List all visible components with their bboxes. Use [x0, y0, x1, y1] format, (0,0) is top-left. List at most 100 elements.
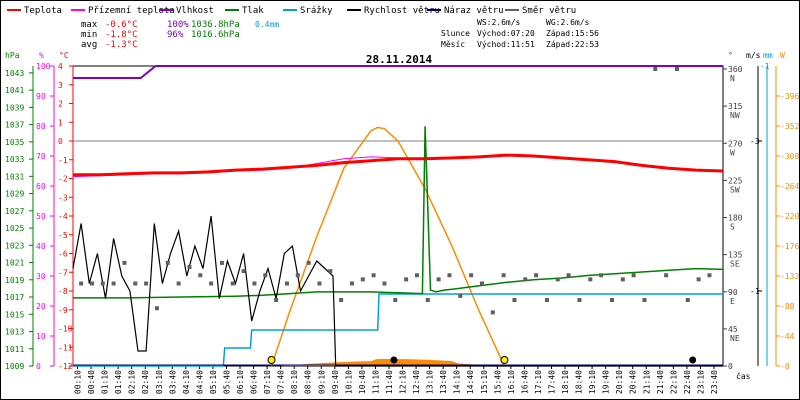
x-tick-label: 13:40	[439, 370, 448, 394]
stat-max-rain: 0.4mm	[255, 20, 279, 29]
x-tick-label: 00:40	[87, 370, 96, 394]
solar-line	[270, 126, 506, 367]
celsius-tick-label: -3	[58, 193, 68, 202]
hpa-tick-label: 1031	[5, 172, 24, 181]
wind-direction-dot	[144, 281, 149, 286]
moon-label: Měsíc	[441, 40, 465, 49]
wind-direction-dot	[534, 273, 539, 278]
sun-marker	[500, 356, 509, 364]
stat-min-temp: -1.8°C	[105, 30, 138, 40]
celsius-tick-label: -9	[58, 306, 68, 315]
solar-area	[278, 359, 496, 366]
sun-marker	[267, 356, 276, 364]
wind-direction-dot	[100, 281, 105, 286]
solar-tick-label: -352	[780, 122, 799, 131]
direction-compass-label: SW	[730, 185, 740, 194]
x-tick-label: 00:10	[74, 370, 83, 394]
x-tick-label: 15:40	[493, 370, 502, 394]
solar-tick-label: -396	[780, 92, 799, 101]
wind-direction-dot	[187, 265, 192, 269]
x-tick-label: 23:40	[710, 370, 719, 394]
wind-direction-dot	[89, 281, 94, 286]
x-tick-label: 08:10	[290, 370, 299, 394]
wind-direction-dot	[209, 281, 214, 286]
hpa-tick-label: 1017	[5, 293, 24, 302]
celsius-tick-label: 2	[58, 100, 63, 109]
wind-direction-dot	[328, 269, 333, 274]
celsius-axis-label: °C	[59, 51, 69, 60]
x-tick-label: 16:40	[520, 370, 529, 394]
wind-direction-dot	[284, 281, 289, 286]
wind-direction-dot	[555, 277, 560, 282]
x-tick-label: 10:10	[344, 370, 353, 394]
wind-direction-dot	[393, 298, 398, 302]
x-tick-label: 03:40	[168, 370, 177, 394]
wind-direction-dot	[414, 273, 419, 278]
direction-compass-label: S	[730, 223, 735, 232]
wind-direction-dot	[425, 298, 430, 302]
direction-tick-label: 0	[728, 362, 733, 371]
x-tick-label: 12:10	[399, 370, 408, 394]
x-tick-label: 09:40	[331, 370, 340, 394]
celsius-tick-label: -10	[58, 325, 73, 334]
x-tick-label: 04:10	[182, 370, 191, 394]
x-tick-label: 09:10	[317, 370, 326, 394]
solar-tick-label: -220	[780, 212, 799, 221]
solar-tick-label: -132	[780, 272, 799, 281]
direction-compass-label: NE	[730, 334, 740, 343]
hpa-tick-label: 1013	[5, 328, 24, 337]
wind-direction-dot	[664, 273, 669, 278]
celsius-tick-label: -7	[58, 268, 68, 277]
sunrise: Východ:07:20	[477, 29, 535, 38]
celsius-tick-label: -6	[58, 250, 68, 259]
stat-min-hum: 96%	[167, 30, 184, 40]
x-tick-label: 21:10	[642, 370, 651, 394]
wind-direction-dot	[696, 277, 701, 282]
wind-direction-dot	[566, 273, 571, 278]
hpa-tick-label: 1025	[5, 224, 24, 233]
wind-direction-dot	[588, 277, 593, 282]
x-tick-label: 06:10	[236, 370, 245, 394]
hpa-tick-label: 1009	[5, 362, 24, 371]
direction-tick-label: 315	[728, 102, 743, 111]
solar-axis-label: W	[780, 51, 785, 60]
x-tick-label: 21:40	[656, 370, 665, 394]
x-tick-label: 18:40	[575, 370, 584, 394]
wind-direction-dot	[404, 277, 409, 282]
wind-direction-dot	[609, 298, 614, 302]
x-tick-label: 04:40	[195, 370, 204, 394]
wind-direction-dot	[653, 67, 658, 71]
celsius-tick-label: -4	[58, 212, 68, 221]
hpa-tick-label: 1041	[5, 86, 24, 95]
wind-direction-dot	[458, 293, 463, 298]
hpa-tick-label: 1011	[5, 345, 24, 354]
stat-max-temp: -0.6°C	[105, 20, 138, 30]
percent-tick-label: 40	[36, 242, 46, 251]
hpa-tick-label: 1033	[5, 155, 24, 164]
direction-compass-label: E	[730, 297, 735, 306]
legend-label: Tlak	[242, 6, 264, 16]
wind-direction-dot	[685, 298, 690, 302]
x-tick-label: 23:10	[696, 370, 705, 394]
wind-direction-dot	[447, 273, 452, 278]
percent-tick-label: 90	[36, 92, 46, 101]
wind-speed-info: WS:2.6m/s	[477, 18, 521, 27]
wind-direction-dot	[165, 260, 170, 265]
celsius-tick-label: -8	[58, 287, 68, 296]
hpa-tick-label: 1015	[5, 310, 24, 319]
hpa-tick-label: 1019	[5, 276, 24, 285]
solar-tick-label: -308	[780, 152, 799, 161]
wind-direction-dot	[154, 306, 159, 311]
wind-direction-dot	[176, 281, 181, 286]
x-tick-label: 22:10	[669, 370, 678, 394]
pressure-line	[73, 126, 724, 299]
percent-axis-label: %	[39, 51, 44, 60]
x-tick-label: 01:10	[101, 370, 110, 394]
x-tick-label: 05:10	[209, 370, 218, 394]
wind-direction-dot	[436, 277, 441, 282]
wind-direction-dot	[317, 281, 322, 286]
x-tick-label: 13:10	[426, 370, 435, 394]
direction-tick-label: 360	[728, 65, 743, 74]
wind-direction-dot	[631, 273, 636, 278]
